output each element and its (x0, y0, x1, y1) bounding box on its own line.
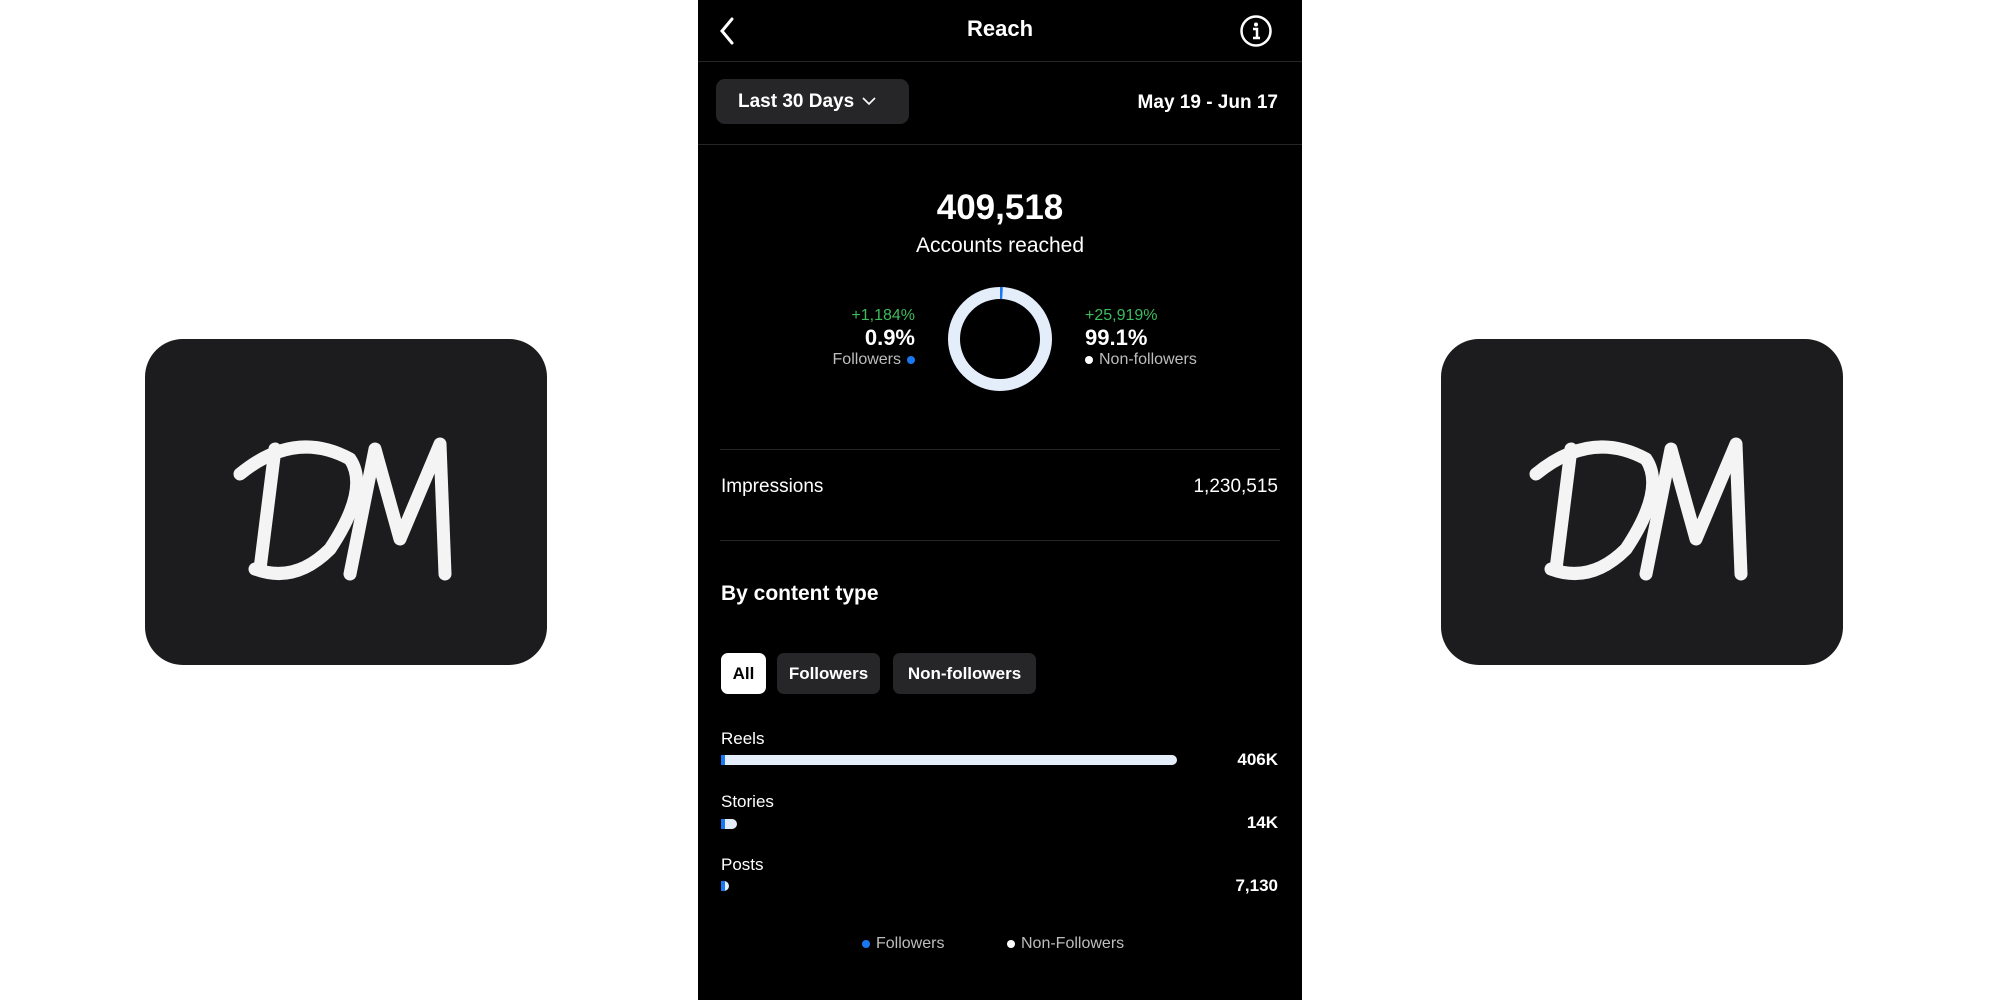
stories-followers-fill (721, 819, 725, 829)
reels-label: Reels (721, 729, 765, 748)
chevron-down-icon (862, 97, 876, 106)
followers-dot (907, 356, 915, 364)
impressions-value: 1,230,515 (1193, 476, 1278, 497)
non-followers-percent: 99.1% (1085, 325, 1148, 350)
reels-bar (721, 755, 1177, 765)
accounts-reached-label: Accounts reached (915, 234, 1085, 257)
followers-change: +1,184% (851, 307, 915, 324)
followers-stat: +1,184% 0.9% Followers (833, 307, 915, 369)
reach-donut-chart (948, 287, 1052, 391)
content-type-heading: By content type (721, 582, 879, 605)
date-range: May 19 - Jun 17 (1137, 92, 1278, 113)
reels-value: 406K (1237, 750, 1278, 769)
legend-followers: Followers (862, 935, 944, 953)
dropdown-label: Last 30 Days (738, 90, 855, 112)
tab-followers[interactable]: Followers (777, 653, 880, 694)
impressions-row[interactable]: Impressions 1,230,515 (721, 476, 1278, 498)
reels-followers-fill (721, 755, 725, 765)
posts-value: 7,130 (1235, 876, 1278, 895)
followers-percent: 0.9% (864, 325, 915, 350)
non-followers-stat: +25,919% 99.1% Non-followers (1085, 307, 1197, 369)
tab-all[interactable]: All (721, 653, 766, 694)
accounts-reached-value: 409,518 (936, 188, 1064, 227)
chevron-left-icon[interactable] (718, 16, 736, 46)
posts-followers-fill (721, 881, 725, 891)
donut-followers-segment (948, 287, 1052, 391)
date-range-dropdown[interactable]: Last 30 Days (716, 79, 909, 124)
non-followers-change: +25,919% (1085, 307, 1158, 324)
impressions-label: Impressions (721, 476, 824, 497)
stories-value: 14K (1246, 813, 1278, 832)
phone-screen: Reach Last 30 Days May 19 - Jun 17 409,5… (698, 0, 1302, 1000)
legend-non-followers: Non-Followers (1007, 935, 1124, 953)
stories-bar (721, 819, 737, 829)
non-followers-dot (1085, 356, 1093, 364)
non-followers-label: Non-followers (1099, 351, 1197, 368)
dm-logo-right (1441, 339, 1843, 665)
tab-non-followers[interactable]: Non-followers (893, 653, 1036, 694)
posts-label: Posts (721, 855, 764, 874)
dm-logo-left (145, 339, 547, 665)
stories-label: Stories (721, 792, 774, 811)
page-title: Reach (966, 16, 1034, 41)
followers-label: Followers (832, 351, 901, 368)
posts-bar (721, 881, 729, 891)
info-icon[interactable] (1239, 14, 1273, 48)
